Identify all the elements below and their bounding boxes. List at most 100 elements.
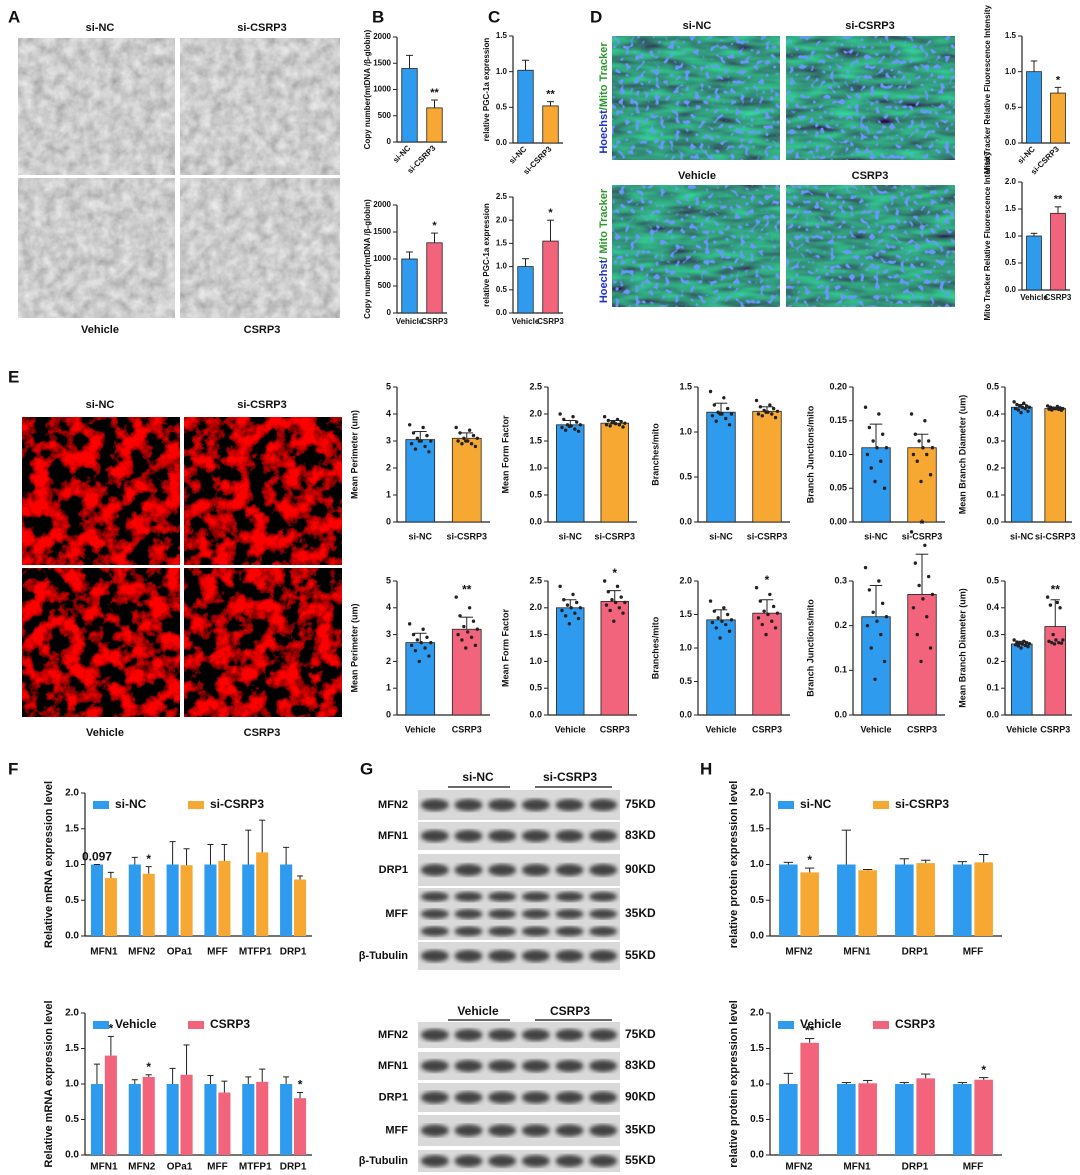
legend-swatch — [93, 1021, 109, 1029]
bar — [800, 1042, 819, 1155]
data-point — [926, 439, 931, 443]
data-point — [921, 597, 925, 601]
y-tick-label: 0.0 — [750, 931, 764, 942]
data-point — [1017, 404, 1022, 408]
blot-band — [488, 864, 517, 876]
blot-band — [420, 891, 449, 902]
data-point — [710, 414, 715, 418]
data-point — [558, 412, 562, 416]
data-point — [724, 622, 728, 627]
data-point — [770, 619, 774, 623]
y-tick-label: 0.5 — [750, 895, 764, 906]
y-axis-label: Branches/mito — [650, 616, 660, 679]
protein-label: MFN2 — [378, 799, 408, 811]
y-tick-label: 1.0 — [750, 859, 764, 870]
blot-strip — [418, 888, 620, 940]
blot-band — [454, 926, 483, 937]
y-tick-label: 0.5 — [679, 676, 692, 686]
y-tick-label: 0.5 — [986, 381, 999, 391]
data-point — [923, 419, 927, 423]
y-tick-label: 1.5 — [1005, 31, 1017, 40]
y-axis-label: Branch Junctions/mito — [805, 599, 815, 697]
y-tick-label: 0.5 — [65, 1114, 79, 1125]
data-point — [578, 423, 583, 427]
x-tick-label: si-NC — [507, 144, 528, 165]
y-tick-label: 0.0 — [750, 1150, 764, 1161]
blot-band — [589, 864, 618, 876]
protein-label: β-Tubulin — [359, 950, 409, 962]
image-label: si-NC — [86, 22, 115, 34]
bar — [405, 439, 436, 523]
bar — [600, 422, 629, 523]
data-point — [722, 606, 726, 610]
image-label: Vehicle — [678, 170, 716, 182]
bar — [1050, 212, 1066, 291]
size-label: 90KD — [625, 1090, 656, 1104]
significance: * — [146, 852, 151, 866]
data-point — [708, 389, 713, 394]
bar — [600, 600, 629, 716]
blot-band — [488, 1060, 517, 1072]
data-point — [1022, 401, 1026, 405]
blot-group: Vehicle — [457, 1004, 499, 1018]
y-tick-label: 2 — [386, 656, 391, 666]
y-tick-label: 500 — [378, 111, 392, 120]
panel-letter: C — [488, 7, 500, 26]
data-point — [764, 410, 768, 414]
image-label: CSRP3 — [244, 727, 281, 739]
bar — [204, 864, 217, 936]
bar — [895, 864, 914, 936]
protein-label: MFN2 — [378, 1029, 408, 1041]
y-tick-label: 2.0 — [65, 788, 79, 799]
blot-band — [488, 799, 517, 811]
data-point — [456, 439, 460, 443]
blot-strip — [418, 942, 620, 970]
size-label: 75KD — [625, 797, 656, 811]
y-tick-label: 0 — [386, 709, 391, 719]
blot-band — [555, 1155, 584, 1167]
data-point — [725, 406, 730, 411]
y-axis-label: Copy number(mtDNA /β-globin) — [363, 29, 372, 149]
data-point — [771, 406, 776, 411]
legend-label: si-NC — [800, 797, 832, 811]
data-point — [469, 635, 474, 639]
blot-band — [488, 909, 517, 919]
y-tick-label: 1.5 — [496, 31, 508, 40]
bar — [858, 1083, 877, 1155]
data-point — [604, 603, 609, 607]
data-point — [425, 635, 429, 639]
y-axis-label: Mean Branch Diameter (um) — [957, 395, 967, 515]
y-tick-label: 0.15 — [829, 415, 847, 425]
blot-group: si-NC — [462, 770, 494, 784]
bar — [180, 865, 193, 936]
data-point — [768, 403, 772, 407]
y-tick-label: 0 — [387, 308, 392, 317]
blot-strip — [418, 1083, 620, 1112]
y-tick-label: 1.5 — [1005, 204, 1017, 213]
bar — [218, 1092, 231, 1155]
blot-band — [521, 1091, 550, 1104]
blot-strip — [418, 822, 620, 850]
x-tick-label: CSRP3 — [1040, 724, 1070, 734]
y-tick-label: 0.0 — [986, 516, 999, 526]
y-tick-label: 0.5 — [986, 575, 999, 585]
data-point — [407, 423, 412, 427]
blot-band — [555, 864, 584, 876]
blot-band — [589, 1124, 618, 1137]
micrograph — [18, 38, 175, 175]
blot-band — [488, 891, 517, 902]
bar — [752, 410, 782, 523]
blot-band — [420, 864, 449, 876]
y-axis-label: Mean Form Factor — [500, 608, 510, 687]
y-tick-label: 1.0 — [679, 426, 692, 436]
x-tick-label: MTFP1 — [239, 947, 272, 958]
data-point — [729, 618, 734, 622]
y-axis-label: relative protein expression level — [728, 1000, 740, 1168]
data-point — [756, 412, 761, 416]
data-point — [775, 409, 780, 413]
data-point — [1047, 639, 1051, 643]
blot-band — [521, 830, 550, 842]
y-tick-label: 0.1 — [834, 665, 847, 675]
data-point — [425, 433, 429, 438]
data-point — [563, 428, 568, 432]
